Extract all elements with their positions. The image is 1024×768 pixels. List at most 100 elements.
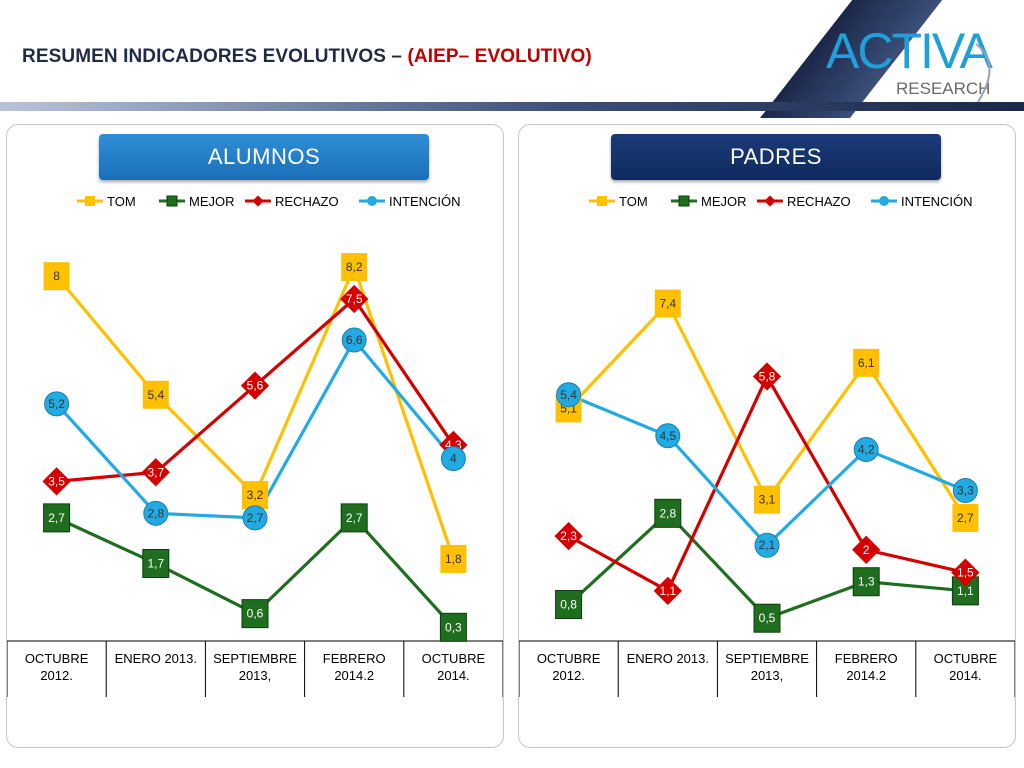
series-rechazo: 3,53,75,67,54,3 (42, 284, 468, 496)
series-line-mejor (567, 511, 966, 620)
point-tom (242, 481, 268, 510)
point-intencion (242, 505, 268, 531)
category-axis: OCTUBRE 2012. ENERO 2013. SEPTIEMBRE 2013, FE… (7, 640, 503, 697)
legend-marker-intencion (367, 196, 377, 206)
point-intencion (556, 382, 582, 408)
legend-marker-rechazo (764, 195, 776, 207)
series-tom: 5,17,43,16,12,7 (555, 289, 979, 532)
data-label-rechazo: 5,8 (759, 370, 776, 384)
category-label: SEPTIEMBRE 2013, (213, 651, 297, 683)
data-label-tom: 6,1 (858, 356, 875, 370)
legend-marker-mejor (678, 195, 690, 207)
data-label-intencion: 3,3 (957, 484, 974, 498)
data-label-intencion: 2,1 (759, 538, 776, 552)
series-mejor: 0,8 2,8 0,5 1,3 1,1 (555, 498, 979, 633)
point-rechazo (240, 371, 270, 400)
data-label-intencion: 2,7 (247, 511, 264, 525)
data-label-mejor: 0,8 (560, 598, 577, 612)
data-label-mejor: 1,1 (957, 584, 974, 598)
data-label-tom: 8,2 (346, 260, 363, 274)
data-label-mejor: 0,5 (759, 611, 776, 625)
header: RESUMEN INDICADORES EVOLUTIVOS – (AIEP– … (0, 0, 1024, 118)
legend-marker-mejor (166, 195, 178, 207)
series-line-rechazo (567, 374, 966, 593)
legend: TOM MEJOR RECHAZO INTENCIÓN (77, 194, 461, 209)
point-intencion (853, 436, 879, 462)
legend-label-intencion: INTENCIÓN (901, 194, 973, 209)
data-label-rechazo: 2 (863, 543, 870, 557)
data-label-tom: 3,2 (247, 488, 264, 502)
point-tom (142, 380, 169, 409)
data-label-intencion: 5,2 (48, 397, 65, 411)
legend-marker-tom (85, 196, 95, 206)
point-mejor (439, 612, 467, 642)
data-label-rechazo: 1,1 (659, 584, 676, 598)
point-mejor (43, 503, 71, 533)
category-label: OCTUBRE 2012. (25, 651, 89, 683)
data-label-rechazo: 5,6 (247, 379, 264, 393)
page-title: RESUMEN INDICADORES EVOLUTIVOS – (AIEP– … (22, 46, 592, 68)
legend-marker-intencion (879, 196, 889, 206)
data-label-tom: 2,7 (957, 511, 974, 525)
series-intencion: 5,2 2,8 2,7 6,6 4 (44, 327, 466, 531)
actiwa-logo: ACTIVA RESEARCH (826, 23, 996, 103)
data-label-intencion: 4,5 (659, 429, 676, 443)
category-label: ENERO 2013. (115, 651, 197, 666)
panel-alumnos: ALUMNOS TOM MEJOR RECHAZO INTENCIÓN OCTUBRE 2… (6, 124, 504, 748)
series-rechazo: 2,3 1,1 5,8 2 1,5 (554, 362, 980, 605)
legend-label-intencion: INTENCIÓN (389, 194, 461, 209)
data-label-rechazo: 1,5 (957, 566, 974, 580)
point-tom (853, 348, 880, 377)
point-mejor (142, 548, 170, 578)
legend-item-intencion: INTENCIÓN (359, 194, 461, 209)
category-label: SEPTIEMBRE 2013, (725, 651, 809, 683)
data-label-intencion: 5,4 (560, 388, 577, 402)
point-rechazo (852, 535, 881, 564)
data-label-rechazo: 3,7 (147, 465, 164, 479)
point-mejor (241, 599, 269, 629)
data-label-mejor: 2,7 (346, 511, 363, 525)
category-axis: OCTUBRE 2012. ENERO 2013. SEPTIEMBRE 2013, FE… (519, 640, 1015, 697)
category-label: OCTUBRE 2012. (537, 651, 601, 683)
data-label-mejor: 2,7 (48, 511, 65, 525)
data-label-mejor: 1,3 (858, 575, 875, 589)
point-tom (341, 253, 368, 282)
header-bar (0, 102, 1024, 111)
legend-label-tom: TOM (619, 194, 648, 209)
point-intencion (655, 423, 681, 449)
legend-item-tom: TOM (589, 194, 648, 209)
legend-label-mejor: MEJOR (701, 194, 747, 209)
data-label-tom: 8 (53, 269, 60, 283)
data-label-mejor: 1,7 (147, 556, 164, 570)
title-accent: (AIEP– EVOLUTIVO) (407, 46, 592, 67)
data-label-rechazo: 3,5 (48, 474, 65, 488)
logo-text-bottom: RESEARCH (896, 79, 990, 98)
legend-marker-rechazo (252, 195, 264, 207)
data-label-mejor: 2,8 (659, 506, 676, 520)
logo-text-top: ACTIVA (826, 23, 994, 79)
series-mejor: 2,7 1,7 0,6 2,7 0,3 (43, 503, 467, 642)
point-intencion (143, 500, 169, 526)
point-intencion (440, 446, 466, 472)
point-mejor (340, 503, 368, 533)
data-label-tom: 1,8 (445, 552, 462, 566)
data-label-intencion: 4 (450, 452, 457, 466)
data-label-rechazo: 2,3 (560, 529, 577, 543)
point-mejor (555, 590, 583, 620)
point-mejor (654, 498, 682, 528)
series-line-intencion (567, 393, 967, 547)
point-mejor (753, 603, 781, 633)
point-intencion (754, 532, 780, 558)
series-tom: 8 5,4 3,2 8,2 1,8 (43, 253, 467, 573)
category-label: OCTUBRE 2014. (934, 651, 998, 683)
point-rechazo (951, 558, 980, 587)
data-label-intencion: 6,6 (346, 333, 363, 347)
legend-item-intencion: INTENCIÓN (871, 194, 973, 209)
legend-item-rechazo: RECHAZO (757, 194, 851, 209)
panel-title-alumnos: ALUMNOS (99, 134, 429, 180)
legend-label-rechazo: RECHAZO (787, 194, 851, 209)
panel-title-padres: PADRES (611, 134, 941, 180)
chart-alumnos: TOM MEJOR RECHAZO INTENCIÓN OCTUBRE 2012. ENER… (7, 194, 503, 697)
point-tom (43, 262, 70, 291)
legend-item-rechazo: RECHAZO (245, 194, 339, 209)
